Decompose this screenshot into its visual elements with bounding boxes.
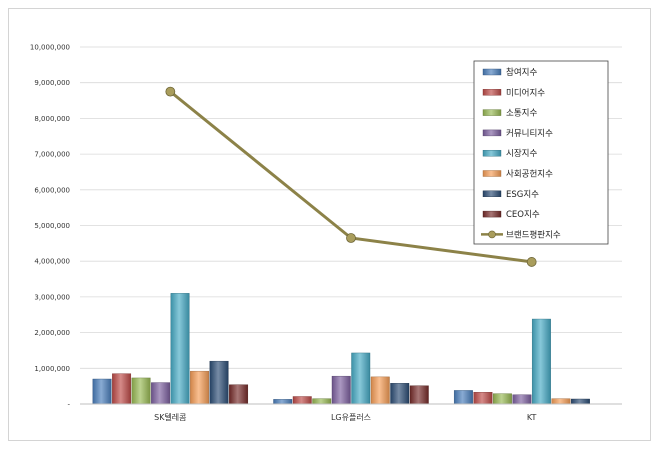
bar [292, 396, 312, 405]
line-point [526, 257, 537, 267]
legend-label: 브랜드평판지수 [506, 229, 561, 240]
bar [390, 383, 410, 405]
bar [273, 399, 293, 405]
y-axis: - 1,000,000 2,000,000 3,000,000 4,000,000 5,0… [30, 44, 71, 409]
bars [92, 293, 590, 405]
bar [551, 398, 571, 405]
legend-label: 사회공헌지수 [506, 170, 553, 180]
y-tick-label: 2,000,000 [34, 329, 70, 337]
legend-point-swatch [488, 230, 496, 239]
legend-label: ESG지수 [506, 190, 539, 200]
y-tick-label: 1,000,000 [34, 365, 70, 373]
bar [453, 390, 473, 405]
x-tick-label: KT [527, 413, 537, 422]
bar [473, 392, 493, 405]
legend-swatch [482, 89, 502, 96]
bar [209, 360, 229, 405]
legend-label: 커뮤니티지수 [506, 128, 553, 139]
line-point [165, 86, 176, 97]
bar [409, 385, 429, 405]
y-tick-label: 3,000,000 [34, 293, 70, 301]
bar [370, 376, 390, 405]
bar [531, 318, 551, 405]
legend-swatch [482, 190, 502, 198]
x-tick-label: SK텔레콤 [154, 413, 186, 422]
y-tick-label: 10,000,000 [30, 44, 70, 52]
bar [229, 384, 249, 405]
bar [92, 378, 112, 405]
y-tick-label: 5,000,000 [34, 222, 70, 230]
bar [170, 293, 190, 405]
legend-swatch [482, 170, 502, 177]
y-tick-label: 8,000,000 [34, 115, 70, 123]
bar [492, 393, 512, 405]
legend-swatch [482, 109, 502, 116]
bar [331, 375, 351, 405]
x-axis: SK텔레콤 LG유플러스 KT [80, 403, 622, 422]
y-tick-label: 6,000,000 [34, 186, 70, 194]
legend-label: 미디어지수 [506, 87, 545, 98]
y-tick-label: - [67, 401, 70, 409]
bar [131, 377, 151, 405]
legend-label: 시장지수 [506, 148, 537, 159]
bar [190, 370, 210, 405]
bar [312, 398, 332, 405]
bar [512, 394, 532, 405]
legend-swatch [482, 210, 502, 218]
line-point [346, 233, 356, 243]
legend-label: 소통지수 [506, 109, 537, 119]
y-tick-label: 4,000,000 [34, 258, 70, 266]
bar [112, 373, 132, 405]
legend-label: CEO지수 [506, 210, 540, 220]
bar [570, 398, 590, 405]
legend-label: 참여지수 [506, 67, 537, 78]
bar [351, 352, 371, 405]
y-tick-label: 9,000,000 [34, 79, 70, 87]
legend-swatch [482, 129, 502, 137]
legend-swatch [482, 68, 502, 76]
x-tick-label: LG유플러스 [331, 413, 371, 422]
y-tick-label: 7,000,000 [34, 151, 70, 159]
bar [151, 382, 171, 405]
line-series [165, 86, 537, 267]
legend-swatch [482, 149, 502, 157]
